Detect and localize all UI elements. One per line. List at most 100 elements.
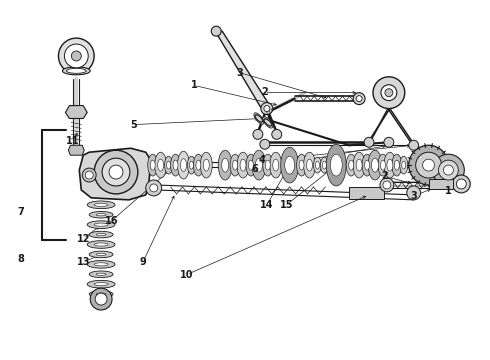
Ellipse shape [349, 160, 354, 170]
Circle shape [253, 129, 263, 139]
Ellipse shape [89, 271, 113, 278]
Circle shape [407, 186, 420, 200]
Ellipse shape [89, 231, 113, 238]
Ellipse shape [285, 156, 294, 174]
Circle shape [356, 96, 362, 102]
Ellipse shape [400, 156, 408, 174]
Ellipse shape [158, 159, 164, 171]
Ellipse shape [387, 159, 393, 171]
Ellipse shape [89, 291, 113, 297]
Ellipse shape [203, 159, 209, 171]
Ellipse shape [190, 161, 194, 169]
Bar [429, 179, 453, 189]
Circle shape [422, 159, 435, 171]
Ellipse shape [314, 157, 321, 173]
Ellipse shape [96, 213, 106, 216]
Circle shape [58, 38, 94, 74]
Ellipse shape [296, 154, 307, 176]
Circle shape [102, 158, 130, 186]
Circle shape [260, 139, 270, 149]
Ellipse shape [194, 154, 203, 176]
Ellipse shape [384, 152, 396, 178]
Text: 13: 13 [77, 257, 90, 267]
Ellipse shape [252, 150, 266, 180]
Circle shape [264, 105, 270, 112]
Circle shape [261, 103, 273, 114]
Text: 15: 15 [280, 200, 293, 210]
Ellipse shape [281, 147, 298, 183]
Ellipse shape [320, 157, 328, 173]
Ellipse shape [371, 158, 378, 172]
Ellipse shape [96, 273, 106, 275]
Ellipse shape [221, 158, 229, 172]
Circle shape [64, 44, 88, 68]
Circle shape [385, 89, 393, 96]
Ellipse shape [87, 241, 115, 248]
Text: 16: 16 [104, 216, 118, 226]
Circle shape [439, 160, 458, 180]
Ellipse shape [326, 144, 346, 186]
Circle shape [109, 165, 123, 179]
Circle shape [90, 288, 112, 310]
Ellipse shape [362, 154, 372, 176]
Circle shape [364, 137, 374, 147]
Ellipse shape [155, 152, 167, 178]
Ellipse shape [356, 159, 362, 171]
Ellipse shape [196, 160, 201, 170]
Circle shape [409, 145, 448, 185]
Ellipse shape [402, 161, 406, 169]
Ellipse shape [353, 152, 365, 178]
Circle shape [272, 129, 282, 139]
Text: 1: 1 [191, 80, 197, 90]
Text: 3: 3 [237, 68, 244, 78]
Ellipse shape [316, 161, 319, 169]
Circle shape [456, 179, 466, 189]
Ellipse shape [94, 243, 108, 246]
Ellipse shape [263, 154, 273, 176]
Circle shape [82, 168, 96, 182]
Ellipse shape [299, 160, 304, 170]
Ellipse shape [62, 67, 90, 75]
Circle shape [150, 184, 158, 192]
Ellipse shape [270, 152, 282, 178]
Ellipse shape [87, 221, 115, 229]
Ellipse shape [150, 160, 155, 170]
Ellipse shape [394, 160, 399, 170]
Polygon shape [69, 145, 84, 155]
Circle shape [409, 140, 418, 150]
Ellipse shape [330, 154, 342, 176]
Ellipse shape [346, 154, 356, 176]
Ellipse shape [266, 160, 270, 170]
Ellipse shape [87, 280, 115, 288]
Ellipse shape [378, 154, 388, 176]
Ellipse shape [240, 159, 246, 171]
Circle shape [146, 180, 162, 196]
Ellipse shape [248, 160, 253, 170]
Circle shape [72, 51, 81, 61]
Ellipse shape [303, 152, 316, 178]
Ellipse shape [307, 159, 313, 171]
Ellipse shape [96, 293, 106, 295]
Ellipse shape [254, 113, 264, 124]
Ellipse shape [368, 150, 382, 180]
Polygon shape [79, 148, 151, 200]
Circle shape [381, 85, 397, 100]
Text: 10: 10 [180, 270, 194, 280]
Ellipse shape [246, 154, 256, 176]
Text: 7: 7 [17, 207, 24, 217]
Ellipse shape [273, 159, 279, 171]
Text: 6: 6 [251, 164, 258, 174]
Ellipse shape [171, 154, 180, 176]
Text: 8: 8 [17, 253, 24, 264]
Ellipse shape [89, 211, 113, 218]
Ellipse shape [365, 160, 369, 170]
Circle shape [433, 154, 465, 186]
Circle shape [353, 93, 365, 105]
Circle shape [452, 175, 470, 193]
Circle shape [94, 150, 138, 194]
Ellipse shape [94, 283, 108, 286]
Ellipse shape [167, 161, 171, 169]
Text: 14: 14 [260, 200, 273, 210]
Ellipse shape [94, 203, 108, 206]
Ellipse shape [255, 158, 262, 172]
